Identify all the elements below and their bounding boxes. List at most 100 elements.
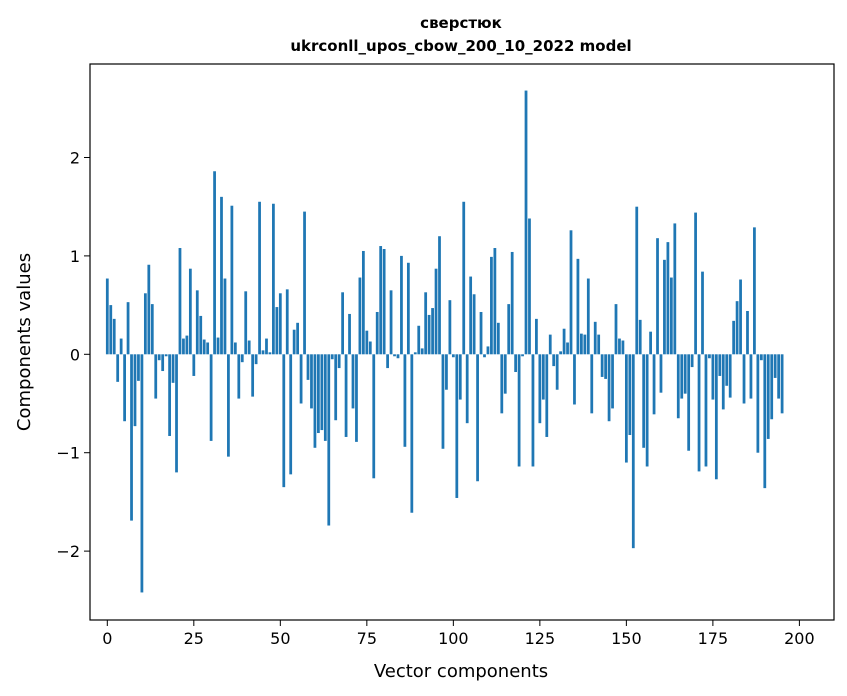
bar (230, 205, 234, 355)
bar (704, 354, 708, 467)
bar (545, 354, 549, 437)
bar (247, 340, 251, 355)
bar (607, 354, 611, 422)
bar (576, 258, 580, 355)
bar (244, 291, 248, 355)
bar (445, 354, 448, 390)
bar (597, 334, 601, 355)
bar (341, 292, 344, 355)
bar (496, 322, 500, 355)
bar (631, 354, 635, 549)
bar (472, 294, 476, 355)
bar (182, 338, 185, 355)
bar (455, 354, 459, 498)
bar (420, 348, 424, 355)
bar (303, 211, 306, 355)
bar (285, 289, 289, 355)
bar (690, 354, 694, 368)
bar (320, 354, 324, 431)
bar (580, 333, 583, 355)
bar (507, 304, 511, 355)
bar (770, 354, 774, 420)
bar (126, 302, 130, 355)
bar (289, 354, 293, 475)
bar (777, 354, 781, 399)
bar (766, 354, 770, 439)
bar (680, 354, 684, 399)
bar (400, 255, 403, 355)
bar (666, 242, 670, 355)
bar (119, 338, 123, 355)
bar (500, 354, 504, 414)
plot-frame (89, 63, 835, 621)
bar (137, 354, 140, 381)
bar (157, 354, 161, 361)
bar (486, 346, 490, 355)
bar (140, 354, 144, 593)
bar (618, 338, 621, 355)
bar (708, 354, 711, 359)
bar (742, 354, 746, 404)
y-axis-ticks: −2 −1 0 1 2 (56, 148, 90, 561)
bar (379, 246, 383, 355)
bar (223, 278, 227, 355)
bar (451, 354, 455, 358)
bar (448, 300, 452, 355)
bar (624, 354, 628, 463)
bar (375, 311, 379, 355)
bar (147, 264, 151, 355)
bar (642, 354, 646, 448)
bar (216, 337, 220, 355)
y-tick-label: 0 (70, 345, 80, 364)
bar (403, 354, 407, 447)
bar (109, 305, 113, 355)
bar (638, 319, 642, 355)
bar (462, 201, 466, 355)
bar (434, 268, 438, 355)
bar (773, 354, 777, 378)
bar (438, 236, 441, 355)
bar (600, 354, 604, 377)
bar (555, 354, 559, 390)
bar (330, 354, 334, 360)
bar (628, 354, 632, 435)
bar (417, 325, 421, 355)
bar (427, 314, 431, 355)
y-axis-label: Components values (14, 253, 35, 431)
bar (759, 354, 763, 361)
bar (268, 352, 272, 355)
bar (130, 354, 133, 521)
x-tick-label: 200 (784, 629, 815, 648)
bar (514, 354, 518, 373)
bar (278, 293, 282, 355)
bar (541, 354, 545, 400)
bar (396, 354, 400, 359)
x-tick-label: 125 (525, 629, 556, 648)
bar (213, 171, 216, 355)
bar (721, 354, 725, 410)
bar (763, 354, 767, 489)
bar (586, 278, 590, 355)
bar (732, 320, 736, 355)
bar (714, 354, 718, 480)
bar (105, 278, 109, 355)
bar (292, 329, 296, 355)
bar (573, 354, 576, 405)
bar (483, 354, 486, 358)
bar (479, 311, 483, 355)
bar (780, 354, 784, 414)
bar (150, 304, 154, 355)
bar (240, 354, 244, 363)
bar (393, 354, 396, 357)
bar (386, 354, 389, 369)
bar (531, 354, 535, 467)
bar (458, 354, 462, 400)
bar (465, 354, 469, 424)
bar (358, 277, 362, 355)
bar (590, 354, 594, 414)
bar (365, 330, 369, 355)
x-axis-ticks: 0 25 50 75 100 125 150 175 200 (102, 620, 815, 648)
bar (323, 354, 327, 441)
bar (123, 354, 126, 422)
bar (659, 354, 663, 393)
